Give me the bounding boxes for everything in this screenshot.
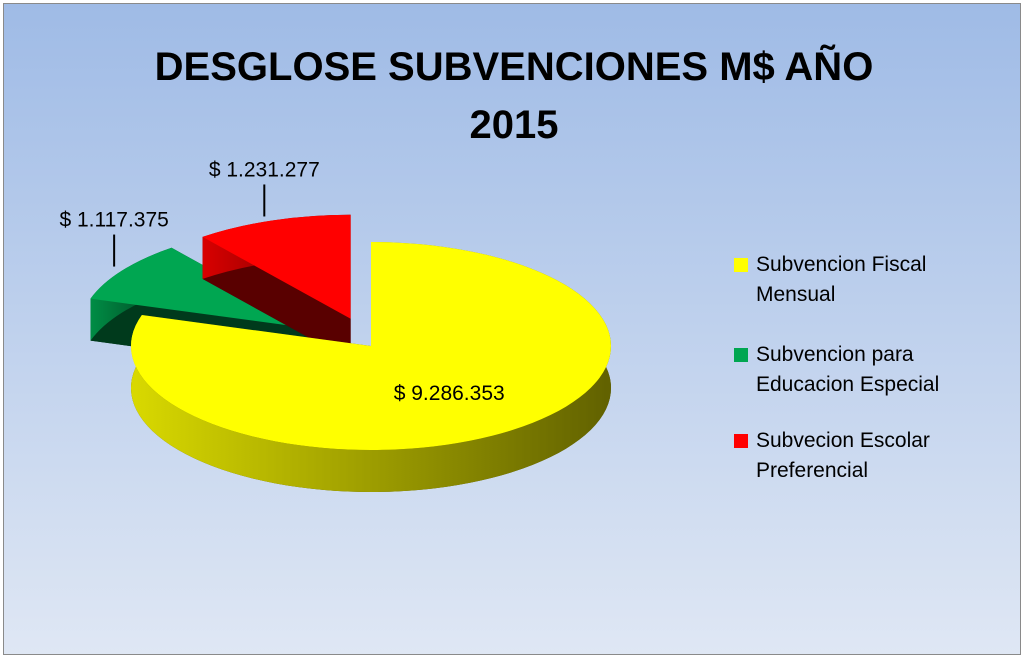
legend-swatch [734, 258, 748, 272]
legend-item: Subvencion para Educacion Especial [734, 340, 956, 400]
legend-label: Subvencion Fiscal Mensual [756, 253, 927, 306]
chart: $ 9.286.353 $ 1.117.375 $ 1.231.277 DESGLO… [3, 3, 1021, 655]
slice-top [202, 214, 351, 319]
legend-swatch [734, 434, 748, 448]
legend-label: Subvencion para Educacion Especial [756, 343, 940, 396]
data-label: $ 1.117.375 [59, 209, 168, 232]
legend-item: Subvecion Escolar Preferencial [734, 426, 956, 486]
slice-top [131, 242, 611, 451]
data-label: $ 1.231.277 [209, 158, 320, 181]
legend-item: Subvencion Fiscal Mensual [734, 250, 956, 310]
pie-plot: $ 9.286.353 $ 1.117.375 $ 1.231.277 [59, 158, 612, 492]
chart-title: DESGLOSE SUBVENCIONES M$ AÑO 2015 [154, 45, 874, 147]
legend-label: Subvecion Escolar Preferencial [756, 429, 930, 482]
data-label: $ 9.286.353 [394, 382, 505, 405]
legend-swatch [734, 348, 748, 362]
pie-slice [130, 242, 612, 492]
pie-slice [202, 214, 351, 361]
